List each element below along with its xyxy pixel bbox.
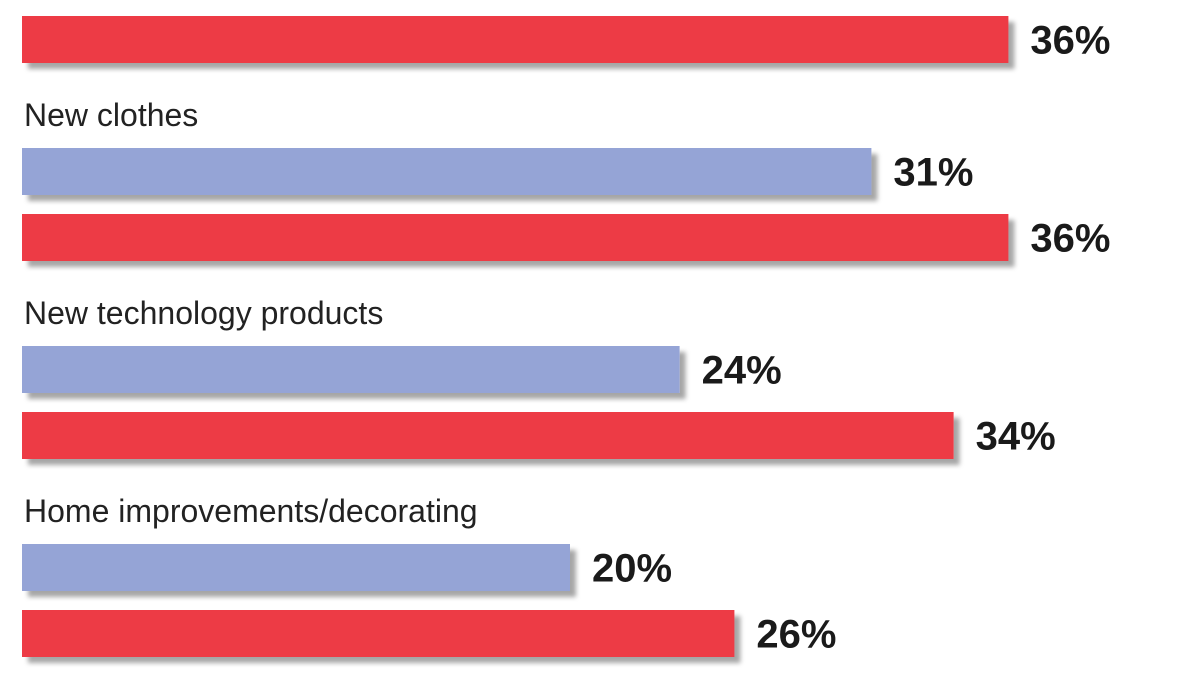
data-label: 26%: [756, 613, 836, 657]
bar-series-1: [22, 148, 872, 195]
bar-series-2: [22, 16, 1009, 63]
bar-series-2: [22, 214, 1009, 261]
category-label: Home improvements/decorating: [24, 493, 478, 529]
category-group: New technology products 24% 34%: [22, 295, 1056, 459]
data-label: 36%: [1030, 19, 1110, 63]
bar-series-1: [22, 544, 570, 591]
bar-series-1: [22, 346, 680, 393]
data-label: 20%: [592, 547, 672, 591]
data-label: 31%: [893, 151, 973, 195]
bar-series-2: [22, 412, 954, 459]
category-label: New technology products: [24, 295, 383, 331]
category-label: New clothes: [24, 97, 198, 133]
data-label: 36%: [1030, 217, 1110, 261]
category-group: New clothes 31% 36%: [22, 97, 1110, 261]
category-group: Home improvements/decorating 20% 26%: [22, 493, 836, 657]
data-label: 34%: [976, 415, 1056, 459]
category-group: 36%: [22, 16, 1110, 63]
data-label: 24%: [702, 349, 782, 393]
bar-series-2: [22, 610, 735, 657]
